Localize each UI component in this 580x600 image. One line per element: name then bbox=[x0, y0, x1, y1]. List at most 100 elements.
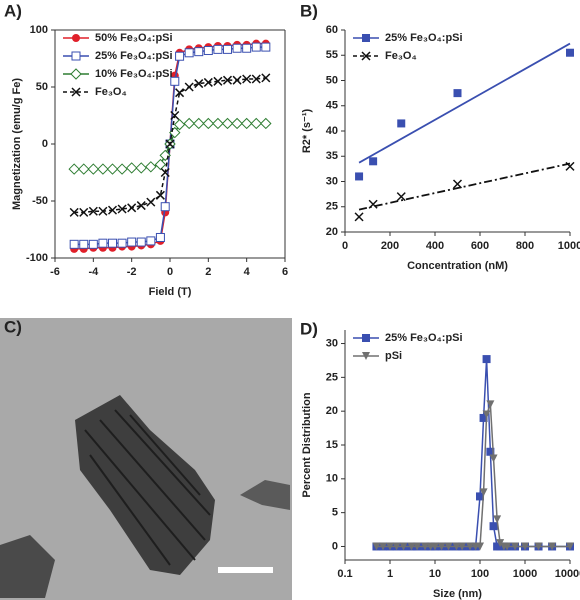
marker bbox=[98, 238, 108, 248]
marker bbox=[486, 400, 495, 409]
marker bbox=[476, 492, 484, 501]
panel-label: B) bbox=[300, 1, 318, 20]
y-tick-label: 55 bbox=[326, 49, 338, 61]
marker bbox=[165, 139, 175, 149]
y-tick-label: 30 bbox=[326, 175, 338, 187]
marker bbox=[479, 413, 488, 422]
y-tick-label: 60 bbox=[326, 24, 338, 36]
marker bbox=[251, 42, 261, 52]
marker bbox=[458, 542, 467, 551]
legend-marker bbox=[72, 34, 80, 42]
y-tick-label: 100 bbox=[30, 24, 48, 36]
marker bbox=[565, 161, 575, 171]
marker bbox=[242, 74, 252, 84]
x-tick-label: 600 bbox=[471, 240, 489, 252]
marker bbox=[78, 163, 90, 175]
marker bbox=[240, 117, 253, 130]
marker bbox=[107, 205, 118, 215]
marker bbox=[213, 44, 223, 54]
marker bbox=[183, 117, 195, 130]
marker bbox=[486, 447, 495, 456]
marker bbox=[369, 157, 378, 166]
legend-label: Fe₃O₄ bbox=[95, 86, 127, 98]
marker bbox=[203, 77, 213, 87]
marker bbox=[431, 542, 439, 551]
panel-label: C) bbox=[4, 317, 22, 336]
marker bbox=[193, 117, 205, 130]
marker bbox=[396, 192, 406, 202]
legend-label: 25% Fe₃O₄:pSi bbox=[385, 32, 463, 44]
legend-label: 25% Fe₃O₄:pSi bbox=[95, 50, 173, 62]
marker bbox=[566, 542, 574, 551]
x-tick-label: -4 bbox=[88, 266, 99, 278]
x-tick-label: 0 bbox=[342, 240, 348, 252]
marker bbox=[251, 74, 261, 84]
marker bbox=[116, 163, 128, 175]
marker bbox=[479, 488, 488, 497]
marker bbox=[155, 232, 165, 242]
marker bbox=[223, 44, 232, 54]
x-tick-label: 400 bbox=[426, 240, 444, 252]
x-tick-label: -6 bbox=[50, 266, 60, 278]
x-axis-label: Size (nm) bbox=[433, 588, 482, 600]
trend-line bbox=[358, 162, 571, 211]
x-tick-label: 10 bbox=[429, 568, 441, 580]
marker bbox=[184, 48, 194, 58]
marker bbox=[98, 206, 108, 216]
y-tick-label: 25 bbox=[326, 201, 338, 213]
legend-marker bbox=[70, 68, 82, 80]
marker bbox=[534, 542, 543, 551]
marker bbox=[231, 117, 243, 130]
marker bbox=[79, 207, 89, 217]
x-tick-label: 1 bbox=[387, 568, 393, 580]
x-tick-label: 1000 bbox=[558, 240, 580, 252]
y-axis-label: Magnetization (emu/g Fe) bbox=[11, 78, 23, 210]
marker bbox=[79, 239, 89, 249]
marker bbox=[212, 117, 224, 130]
x-tick-label: 4 bbox=[244, 266, 251, 278]
marker bbox=[496, 539, 505, 548]
legend-label: pSi bbox=[385, 350, 402, 362]
marker bbox=[194, 79, 204, 89]
marker bbox=[413, 542, 422, 551]
tem-fragment bbox=[0, 535, 55, 598]
legend-label: Fe₃O₄ bbox=[385, 50, 417, 62]
marker bbox=[135, 162, 147, 174]
marker bbox=[260, 117, 272, 130]
marker bbox=[368, 199, 378, 209]
y-tick-label: -50 bbox=[32, 195, 48, 207]
marker bbox=[88, 206, 98, 216]
marker bbox=[117, 238, 127, 248]
marker bbox=[160, 202, 170, 212]
marker bbox=[476, 542, 484, 551]
marker bbox=[511, 542, 520, 551]
marker bbox=[175, 51, 185, 61]
tem-image: C) bbox=[0, 317, 292, 600]
legend-label: 10% Fe₃O₄:pSi bbox=[95, 68, 173, 80]
y-tick-label: 45 bbox=[326, 100, 338, 112]
y-tick-label: 20 bbox=[326, 405, 338, 417]
marker bbox=[127, 203, 137, 213]
legend-label: 50% Fe₃O₄:pSi bbox=[95, 32, 173, 44]
x-tick-label: 2 bbox=[205, 266, 211, 278]
y-axis-label: Percent Distribution bbox=[301, 392, 313, 497]
marker bbox=[136, 237, 146, 247]
marker bbox=[117, 204, 127, 214]
y-tick-label: 35 bbox=[326, 150, 338, 162]
marker bbox=[521, 542, 529, 551]
x-tick-label: 1000 bbox=[513, 568, 537, 580]
marker bbox=[397, 119, 406, 128]
marker bbox=[482, 410, 491, 419]
marker bbox=[548, 542, 557, 551]
marker bbox=[106, 163, 119, 175]
y-tick-label: 50 bbox=[36, 81, 48, 93]
marker bbox=[261, 73, 271, 83]
y-tick-label: 0 bbox=[42, 138, 48, 150]
marker bbox=[108, 238, 117, 248]
trend-line bbox=[358, 42, 571, 164]
marker bbox=[372, 542, 381, 551]
x-tick-label: 10000 bbox=[555, 568, 580, 580]
marker bbox=[379, 542, 388, 551]
y-tick-label: -100 bbox=[26, 252, 48, 264]
tem-pores bbox=[84, 409, 211, 566]
